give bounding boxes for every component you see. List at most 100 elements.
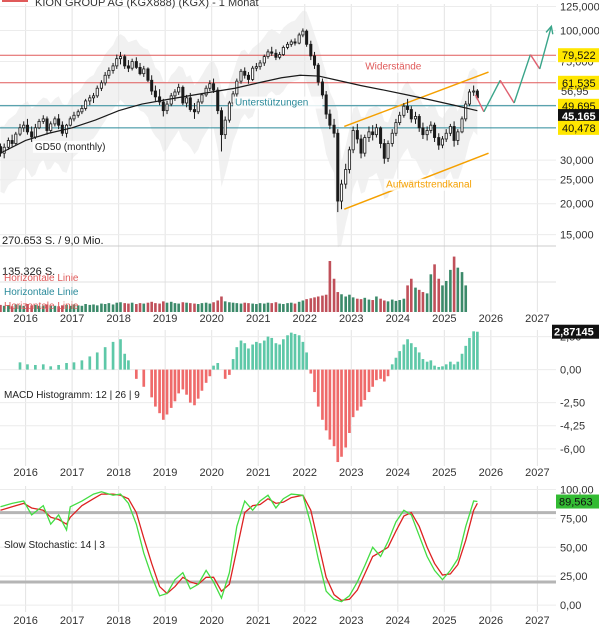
candle-body: [134, 61, 138, 68]
macd-bar: [95, 352, 99, 370]
volume-bar: [421, 292, 425, 312]
candle-body: [99, 82, 103, 89]
volume-bar: [37, 305, 41, 312]
volume-bar: [367, 299, 371, 312]
candle-body: [57, 118, 61, 126]
candle-body: [316, 64, 320, 83]
candle-body: [126, 65, 130, 69]
candle-body: [200, 94, 204, 103]
volume-bar: [61, 305, 64, 312]
volume-bar: [111, 304, 115, 312]
macd-bar: [270, 337, 274, 370]
year-tick-label: 2021: [246, 615, 270, 627]
volume-bar: [185, 302, 188, 312]
candle-body: [177, 86, 181, 93]
candle-body: [161, 101, 165, 112]
macd-bar: [165, 369, 169, 415]
volume-bar: [449, 269, 452, 312]
volume-bar: [196, 304, 200, 312]
volume-bar: [223, 301, 227, 312]
annotation-label: GD50 (monthly): [35, 142, 106, 153]
macd-bar: [441, 366, 444, 370]
volume-bar: [359, 299, 363, 312]
year-tick-label: 2026: [479, 313, 503, 325]
volume-bar: [293, 303, 297, 312]
candle-body: [309, 43, 313, 57]
volume-bar: [135, 304, 138, 312]
volume-bar: [212, 302, 215, 312]
candle-body: [402, 105, 406, 116]
price-badge-label: 40,478: [562, 123, 596, 135]
volume-bar: [173, 303, 177, 312]
volume-bar: [53, 305, 57, 312]
labels-layer: KION GROUP AG (KGX888) (KGX) - 1 Monat Wi…: [2, 0, 599, 551]
volume-bar: [425, 293, 429, 312]
volume-bar: [92, 304, 95, 312]
volume-bar: [371, 300, 374, 312]
macd-bar: [429, 360, 433, 370]
macd-bar: [262, 340, 266, 370]
volume-bar: [441, 285, 444, 312]
candle-body: [219, 110, 223, 136]
candle-body: [208, 83, 212, 89]
macd-bar: [293, 333, 297, 370]
year-tick-label: 2023: [339, 313, 363, 325]
candle-body: [14, 133, 18, 144]
volume-bar: [309, 298, 313, 312]
price-badge-label: 79,522: [562, 50, 596, 62]
macd-bar: [204, 369, 208, 383]
macd-bar: [355, 369, 359, 411]
macd-bar: [154, 369, 157, 407]
forecast-layer: [474, 24, 554, 113]
volume-bar: [328, 261, 332, 312]
macd-bar: [228, 369, 231, 375]
year-tick-label: 2026: [479, 615, 503, 627]
year-tick-label: 2016: [13, 467, 37, 479]
gd50-layer: [0, 74, 478, 154]
candle-body: [118, 56, 123, 60]
volume-bar: [138, 303, 142, 312]
volume-bar: [14, 304, 18, 312]
candle-body: [53, 118, 57, 125]
price-tick-label: 30,000: [560, 155, 594, 167]
candle-body: [123, 56, 127, 67]
volume-bar: [417, 289, 421, 312]
year-tick-label: 2024: [386, 313, 410, 325]
macd-bar: [289, 332, 293, 370]
annotation-backdrop: [232, 96, 323, 109]
volume-bar: [356, 298, 359, 312]
volume-bar: [406, 285, 409, 312]
volume-bar: [26, 304, 29, 312]
macd-bar: [255, 341, 258, 370]
candle-body: [448, 126, 452, 134]
candle-body: [243, 70, 247, 76]
volume-bar: [351, 297, 355, 312]
year-tick-label: 2020: [199, 615, 223, 627]
macd-bar: [371, 369, 375, 387]
candle-body: [68, 118, 72, 126]
macd-bar: [266, 336, 270, 370]
stochastic-layer: [0, 488, 556, 606]
volume-bar: [103, 304, 107, 312]
volume-bar: [123, 303, 126, 312]
candle-body: [239, 70, 243, 82]
volume-bar: [142, 303, 146, 312]
chart-title: KION GROUP AG (KGX888) (KGX) - 1 Monat: [35, 0, 259, 9]
macd-bar: [158, 369, 161, 414]
year-tick-label: 2020: [199, 313, 223, 325]
macd-bar: [344, 369, 348, 448]
horizontal-line-legend: Horizontale Linie: [4, 273, 79, 284]
volume-bar: [460, 272, 464, 312]
volume-bar: [313, 297, 316, 312]
forecast-arrowhead: [545, 24, 554, 35]
macd-bar: [200, 369, 204, 391]
year-tick-label: 2024: [386, 467, 410, 479]
macd-bar: [328, 369, 332, 440]
candle-body: [33, 127, 37, 138]
macd-bar: [251, 344, 254, 370]
year-tick-label: 2021: [246, 467, 270, 479]
candle-body: [95, 87, 99, 97]
candle-body: [111, 65, 115, 71]
horizontal-line-legend: Horizontale Linie: [4, 287, 79, 298]
year-tick-label: 2022: [293, 615, 317, 627]
